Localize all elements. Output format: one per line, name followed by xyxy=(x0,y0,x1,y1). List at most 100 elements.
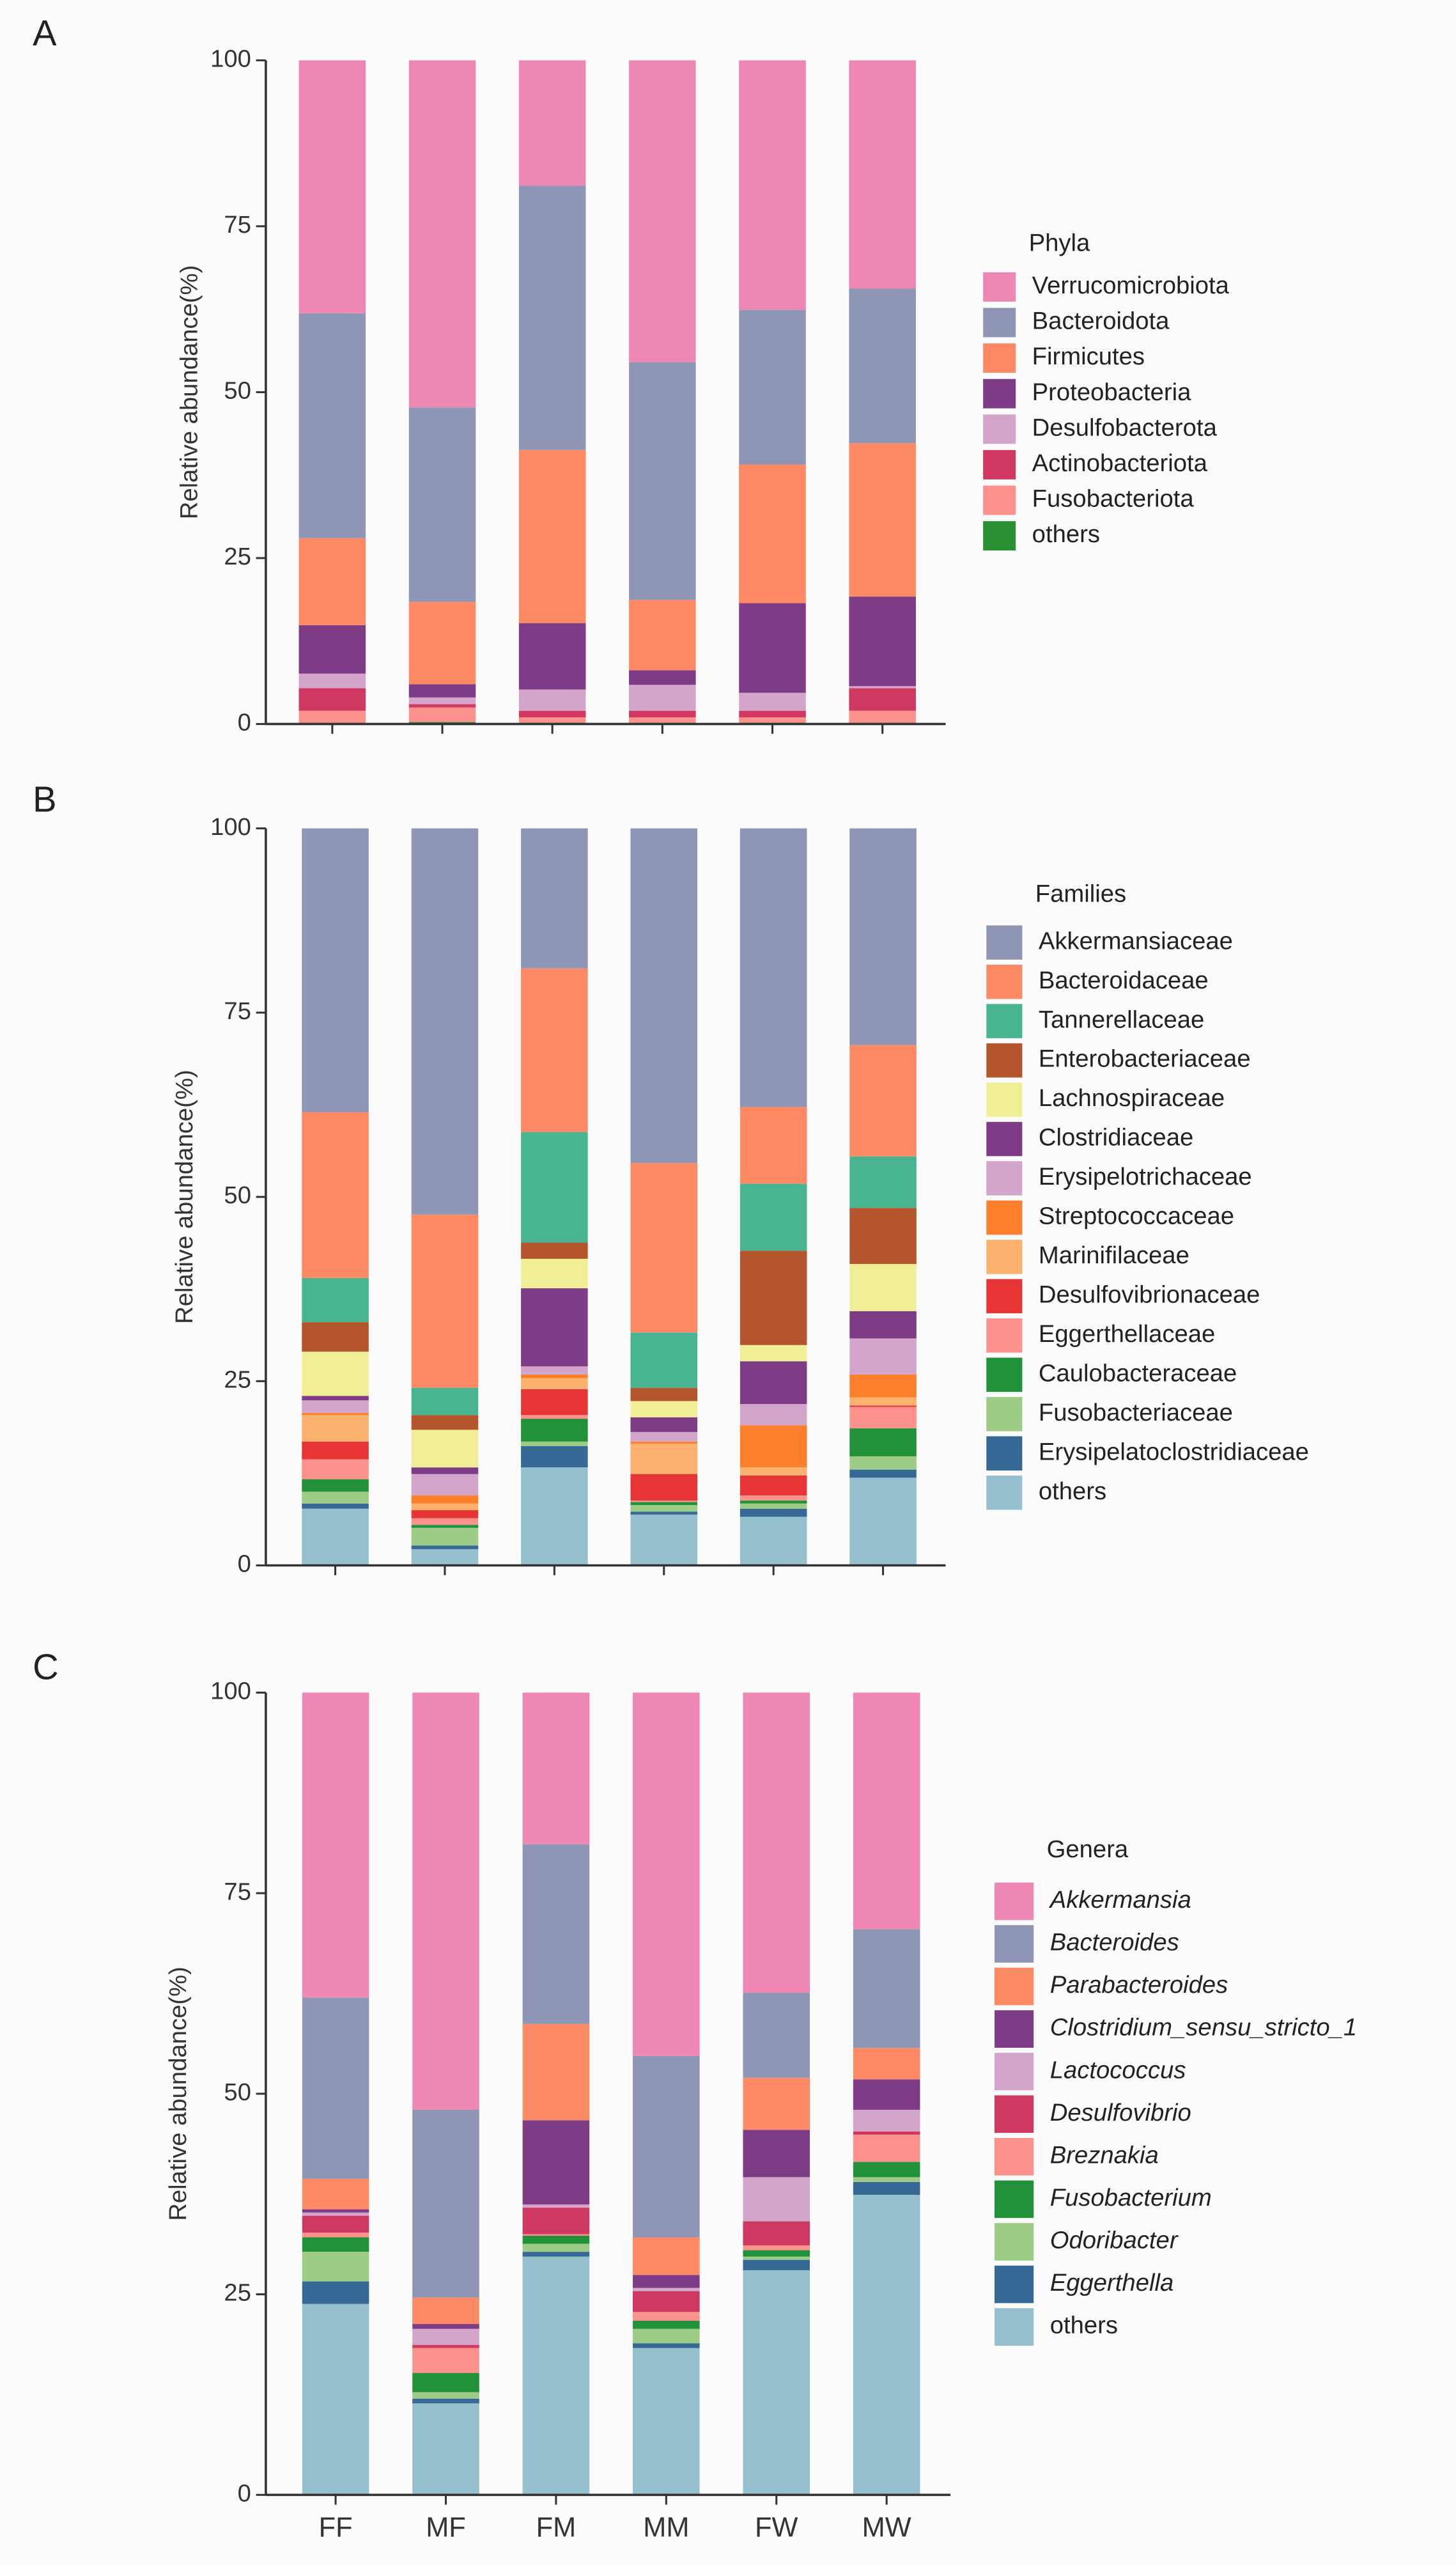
bar-segment xyxy=(411,1549,479,1566)
bar-segment xyxy=(739,710,806,718)
bar-segment xyxy=(633,2288,700,2291)
bar-segment xyxy=(629,670,696,685)
bar-segment xyxy=(518,689,586,711)
legend-label: Lactococcus xyxy=(1050,2056,1186,2084)
legend-label: Proteobacteria xyxy=(1032,378,1192,406)
bar-segment xyxy=(849,288,916,444)
legend-label: others xyxy=(1032,520,1100,548)
bar-segment xyxy=(412,2392,479,2399)
legend-swatch xyxy=(983,449,1016,479)
bar-segment xyxy=(630,1501,698,1502)
bar-segment xyxy=(849,1405,917,1407)
bar-segment xyxy=(740,1361,807,1405)
bar-segment xyxy=(302,1322,369,1352)
bar-segment xyxy=(740,1425,807,1468)
legend-label: Desulfobacterota xyxy=(1032,414,1218,441)
bar-segment xyxy=(740,1508,807,1517)
y-tick-label: 25 xyxy=(224,2279,251,2307)
bar-segment xyxy=(412,2324,479,2329)
bar-segment xyxy=(849,710,916,723)
bar-segment xyxy=(521,1132,588,1243)
bar-segment xyxy=(743,2270,810,2495)
bar-segment xyxy=(411,1527,479,1546)
bar-segment xyxy=(740,1345,807,1362)
bar-segment xyxy=(849,1338,917,1375)
bar-segment xyxy=(408,60,476,408)
bar-segment xyxy=(521,828,588,969)
bar-segment xyxy=(521,1366,588,1375)
bar-segment xyxy=(408,684,476,698)
bar-segment xyxy=(633,1692,700,2056)
legend-label: Eggerthella xyxy=(1050,2269,1174,2296)
legend-swatch xyxy=(986,1082,1023,1117)
bar-segment xyxy=(408,407,476,602)
bar-segment xyxy=(629,362,696,600)
bar-segment xyxy=(522,2023,590,2121)
legend-label: Marinifilaceae xyxy=(1039,1242,1189,1269)
legend-label: Eggerthellaceae xyxy=(1039,1320,1215,1348)
legend-swatch xyxy=(986,1475,1023,1510)
bar-segment xyxy=(302,1396,369,1401)
x-tick-label: MW xyxy=(862,2512,911,2543)
legend-swatch xyxy=(986,1161,1023,1196)
bar-segment xyxy=(302,2304,369,2495)
legend-swatch xyxy=(986,1397,1023,1431)
bar-segment xyxy=(302,2215,369,2233)
bar-segment xyxy=(853,2079,920,2110)
legend-label: Parabacteroides xyxy=(1050,1971,1228,1999)
bar-segment xyxy=(853,2162,920,2178)
bar-segment xyxy=(521,1419,588,1442)
bar-segment xyxy=(412,2297,479,2325)
bar-segment xyxy=(298,313,366,538)
bar-segment xyxy=(629,717,696,723)
legend-label: Bacteroides xyxy=(1050,1929,1179,1956)
y-tick-label: 75 xyxy=(224,211,251,238)
legend-swatch xyxy=(995,2138,1034,2176)
bar-segment xyxy=(298,688,366,711)
bar-segment xyxy=(630,828,698,1164)
legend-label: Akkermansia xyxy=(1049,1886,1191,1914)
bar-segment xyxy=(521,1374,588,1378)
bar-segment xyxy=(412,2344,479,2348)
bar-segment xyxy=(302,1492,369,1504)
bar-segment xyxy=(743,2130,810,2178)
bar-segment xyxy=(630,1401,698,1417)
x-tick-label: MF xyxy=(426,2512,466,2543)
y-tick-label: 100 xyxy=(210,45,251,72)
bar-segment xyxy=(849,60,916,289)
legend-label: Clostridium_sensu_stricto_1 xyxy=(1050,2014,1357,2041)
y-tick-label: 0 xyxy=(238,2479,251,2507)
bar-segment xyxy=(849,1374,917,1398)
bar-segment xyxy=(849,1428,917,1456)
legend-label: Desulfovibrionaceae xyxy=(1039,1281,1260,1309)
bar-segment xyxy=(302,828,369,1112)
bar-segment xyxy=(298,538,366,625)
legend-swatch xyxy=(986,1200,1023,1235)
bar-segment xyxy=(518,710,586,718)
bar-segment xyxy=(302,1415,369,1442)
bar-segment xyxy=(411,1503,479,1511)
legend-title: Genera xyxy=(1047,1836,1129,1863)
bar-segment xyxy=(521,1415,588,1419)
bar-segment xyxy=(521,1288,588,1367)
bar-segment xyxy=(302,1503,369,1509)
bar-segment xyxy=(849,1469,917,1478)
legend-swatch xyxy=(983,272,1016,302)
legend-label: Erysipelatoclostridiaceae xyxy=(1039,1438,1309,1465)
bar-segment xyxy=(849,1156,917,1208)
legend-swatch xyxy=(983,521,1016,551)
bar-segment xyxy=(302,2178,369,2210)
bar-segment xyxy=(302,2281,369,2304)
bar-segment xyxy=(411,1518,479,1525)
bar-segment xyxy=(412,2373,479,2392)
y-axis-label: Relative abundance(%) xyxy=(164,1967,192,2221)
legend-swatch xyxy=(995,2052,1034,2091)
legend-swatch xyxy=(995,2180,1034,2218)
legend-title: Families xyxy=(1035,880,1126,907)
bar-segment xyxy=(302,2232,369,2238)
bar-segment xyxy=(302,2237,369,2252)
bar-segment xyxy=(633,2348,700,2495)
bar-segment xyxy=(740,1183,807,1251)
legend-swatch xyxy=(983,485,1016,515)
